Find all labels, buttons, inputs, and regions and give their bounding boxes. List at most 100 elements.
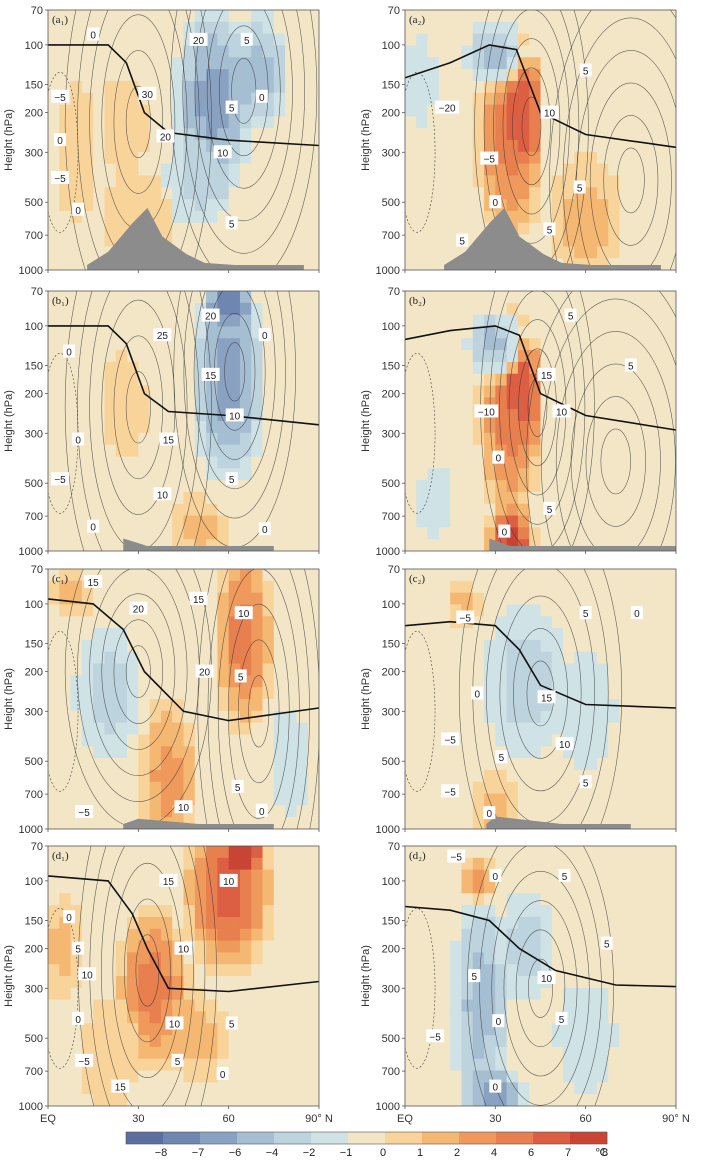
field-cell	[529, 45, 542, 58]
field-cell	[228, 92, 241, 106]
field-cell	[273, 675, 286, 688]
field-cell	[104, 869, 117, 883]
field-cell	[127, 163, 139, 177]
field-cell	[262, 905, 275, 918]
field-cell	[183, 116, 196, 129]
field-cell	[59, 302, 72, 316]
field-cell	[251, 397, 264, 410]
field-cell	[642, 628, 655, 641]
field-cell	[307, 687, 319, 700]
field-cell	[619, 893, 632, 906]
field-cell	[517, 781, 530, 795]
field-cell	[596, 1094, 609, 1106]
field-cell	[285, 33, 298, 47]
field-cell	[307, 480, 319, 493]
field-cell	[608, 421, 621, 434]
field-cell	[149, 302, 162, 316]
field-cell	[438, 92, 451, 106]
contour-label-bg	[219, 873, 238, 887]
field-cell	[285, 527, 298, 540]
field-cell	[574, 10, 587, 23]
field-cell	[149, 291, 162, 304]
field-cell	[70, 291, 83, 304]
field-cell	[262, 80, 275, 94]
field-cell	[104, 57, 117, 70]
field-cell	[517, 1023, 530, 1036]
field-cell	[104, 104, 117, 117]
field-cell	[653, 869, 666, 883]
field-cell	[563, 769, 575, 783]
field-cell	[438, 846, 451, 859]
field-cell	[251, 964, 264, 977]
field-cell	[172, 140, 185, 153]
field-cell	[585, 361, 598, 375]
field-cell	[296, 69, 309, 82]
field-cell	[127, 687, 139, 700]
field-cell	[585, 746, 598, 759]
field-cell	[642, 163, 655, 177]
field-cell	[285, 976, 298, 989]
field-cell	[653, 781, 666, 795]
field-cell	[461, 687, 474, 700]
field-cell	[262, 92, 275, 106]
field-cell	[517, 503, 530, 517]
field-cell	[48, 616, 60, 629]
contour-label-bg	[195, 664, 214, 678]
field-cell	[251, 746, 264, 759]
field-cell	[517, 187, 530, 200]
field-cell	[664, 734, 676, 747]
field-cell	[149, 397, 162, 410]
y-tick-label: 1000	[19, 1101, 43, 1113]
field-cell	[563, 539, 575, 551]
field-cell	[405, 246, 417, 259]
y-tick-label: 150	[25, 80, 43, 92]
field-cell	[262, 746, 275, 759]
field-cell	[194, 468, 207, 481]
field-cell	[81, 10, 94, 23]
field-cell	[251, 817, 264, 829]
field-cell	[93, 1058, 106, 1072]
field-cell	[405, 846, 417, 859]
field-cell	[495, 163, 508, 177]
field-cell	[172, 45, 185, 58]
field-cell	[450, 651, 463, 665]
field-cell	[262, 57, 275, 70]
field-cell	[405, 999, 417, 1013]
contour-label: −5	[444, 735, 456, 746]
field-cell	[596, 1058, 609, 1072]
field-cell	[59, 817, 72, 829]
y-tick-label: 700	[382, 789, 400, 801]
field-cell	[574, 639, 587, 653]
field-cell	[563, 1070, 575, 1083]
field-cell	[251, 1094, 264, 1106]
field-cell	[93, 734, 106, 747]
field-cell	[160, 857, 173, 871]
field-cell	[585, 140, 598, 153]
field-cell	[183, 234, 196, 247]
field-cell	[563, 33, 575, 47]
contour-label-bg	[564, 308, 577, 322]
field-cell	[251, 1046, 264, 1060]
field-cell	[296, 222, 309, 236]
field-cell	[104, 604, 117, 617]
field-cell	[206, 128, 218, 141]
field-cell	[619, 21, 632, 35]
field-cell	[438, 539, 451, 551]
field-cell	[517, 10, 530, 23]
field-cell	[461, 1070, 474, 1083]
field-cell	[619, 722, 632, 736]
field-cell	[461, 326, 474, 339]
field-cell	[194, 1082, 207, 1095]
field-cell	[81, 846, 94, 859]
field-cell	[619, 987, 632, 1001]
field-cell	[608, 905, 621, 918]
field-cell	[427, 999, 440, 1013]
field-cell	[239, 151, 252, 165]
field-cell	[285, 246, 298, 259]
field-cell	[59, 222, 72, 236]
field-cell	[81, 1035, 94, 1048]
field-cell	[551, 515, 564, 528]
field-cell	[307, 1035, 319, 1048]
field-cell	[48, 373, 60, 387]
field-cell	[217, 928, 230, 942]
